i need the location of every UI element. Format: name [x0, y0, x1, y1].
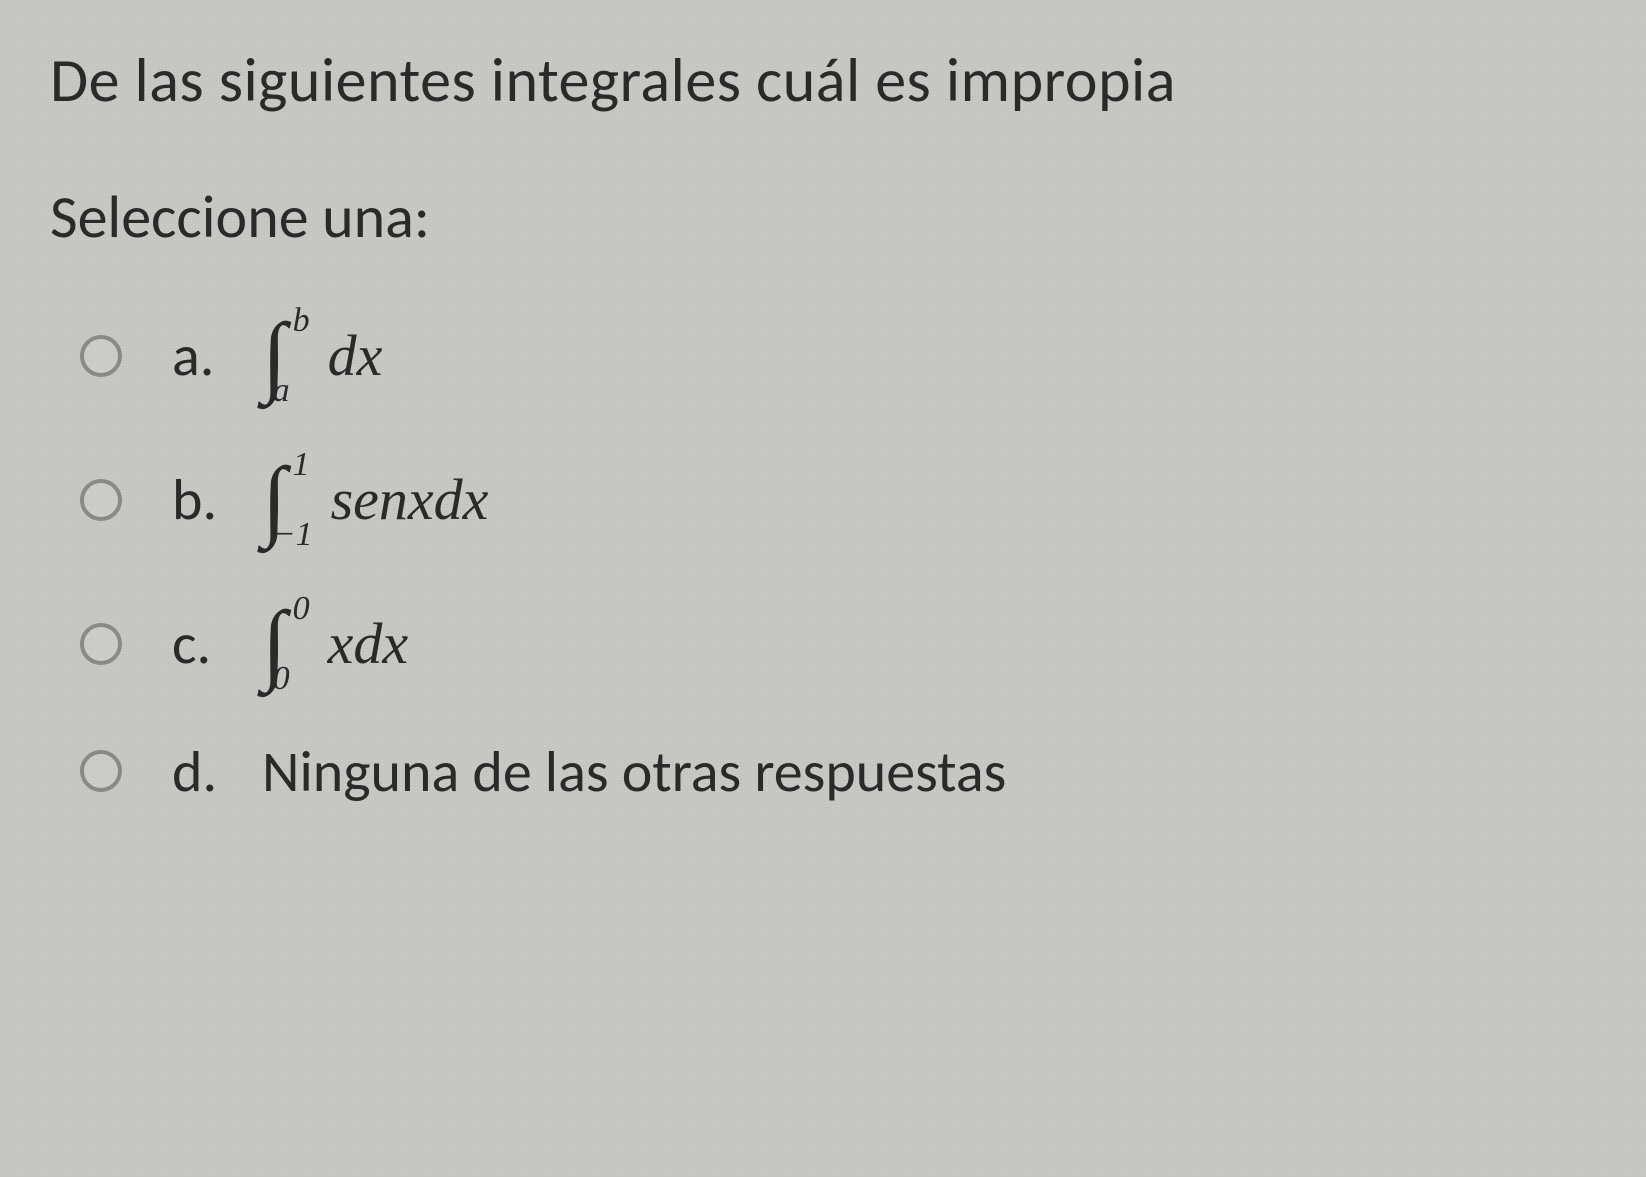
option-letter-d: d.: [172, 736, 262, 807]
select-prompt: Seleccione una:: [50, 181, 1596, 254]
radio-c[interactable]: [80, 623, 122, 665]
option-content-c: ∫ 0 0 xdx: [262, 592, 408, 696]
integrand-b: senxdx: [331, 466, 489, 533]
integral-sign-icon: ∫: [262, 608, 287, 680]
option-b[interactable]: b. ∫ 1 −1 senxdx: [50, 448, 1596, 552]
option-content-a: ∫ b a dx: [262, 304, 382, 408]
question-text: De las siguientes integrales cuál es imp…: [50, 40, 1596, 121]
upper-bound-b: 1: [293, 448, 313, 482]
option-c[interactable]: c. ∫ 0 0 xdx: [50, 592, 1596, 696]
option-content-d: Ninguna de las otras respuestas: [262, 736, 1006, 807]
integrand-a: dx: [328, 322, 383, 389]
integral-sign-icon: ∫: [262, 320, 287, 392]
integral-sign-icon: ∫: [262, 464, 287, 536]
radio-d[interactable]: [80, 750, 122, 792]
option-content-b: ∫ 1 −1 senxdx: [262, 448, 488, 552]
option-letter-c: c.: [172, 608, 262, 679]
option-letter-a: a.: [172, 320, 262, 391]
radio-a[interactable]: [80, 335, 122, 377]
upper-bound-a: b: [293, 304, 310, 338]
option-letter-b: b.: [172, 464, 262, 535]
radio-b[interactable]: [80, 479, 122, 521]
integrand-c: xdx: [328, 610, 409, 677]
option-a[interactable]: a. ∫ b a dx: [50, 304, 1596, 408]
option-d[interactable]: d. Ninguna de las otras respuestas: [50, 736, 1596, 807]
upper-bound-c: 0: [293, 592, 310, 626]
